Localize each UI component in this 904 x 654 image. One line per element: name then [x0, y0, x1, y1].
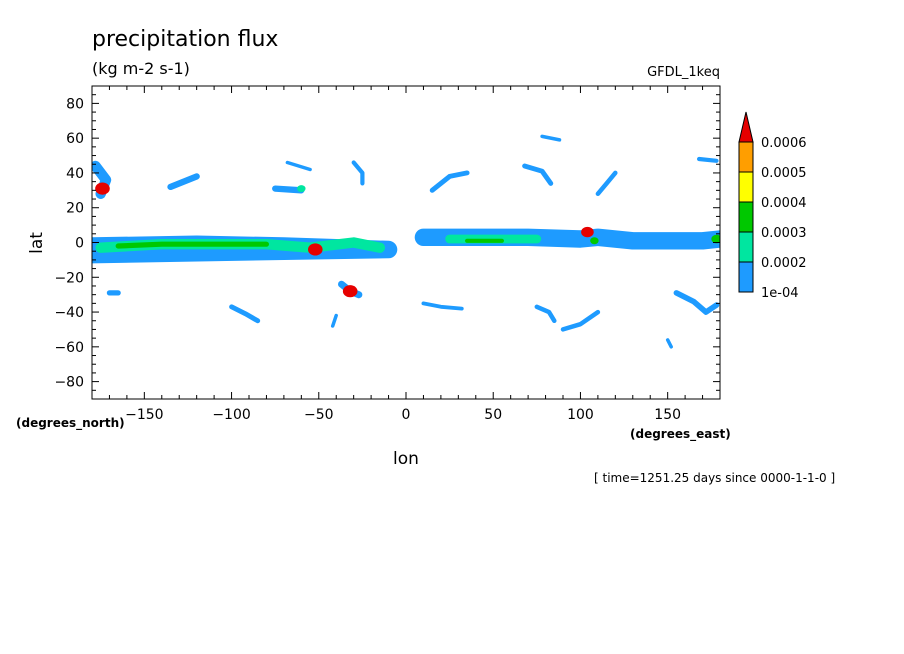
x-tick-label: −150 [125, 407, 163, 423]
precip-feature-23 [673, 290, 720, 315]
precip-feature-19 [330, 313, 338, 328]
y-axis-label: lat [27, 232, 47, 254]
precip-maximum-31 [711, 234, 720, 244]
colorbar-label: 0.0003 [761, 226, 807, 241]
model-label: GFDL_1keq [647, 65, 720, 80]
x-tick-label: 0 [402, 407, 411, 423]
precip-feature-2 [115, 241, 269, 249]
precip-feature-14 [697, 156, 719, 163]
colorbar-extend-arrow [738, 111, 754, 143]
precip-feature-12 [522, 163, 554, 186]
colorbar-swatch [738, 201, 754, 233]
y-tick-label: −60 [54, 340, 84, 356]
x-tick-label: −100 [212, 407, 250, 423]
precip-feature-10 [351, 160, 365, 186]
precip-maximum-27 [342, 285, 358, 298]
precip-maximum-26 [307, 243, 323, 256]
precip-maximum-25 [95, 182, 110, 195]
precip-feature-13 [595, 170, 618, 197]
colorbar-swatch [738, 141, 754, 173]
precip-feature-21 [534, 304, 557, 324]
precipitation-field [92, 134, 720, 349]
precip-feature-8 [272, 185, 305, 194]
chart-title: precipitation flux [92, 27, 278, 52]
precip-feature-17 [229, 304, 261, 324]
x-axis-label: lon [393, 449, 419, 469]
precip-feature-22 [560, 309, 601, 332]
y-tick-label: 60 [66, 131, 84, 147]
y-tick-label: 80 [66, 96, 84, 112]
x-unit-label: (degrees_east) [630, 427, 731, 442]
precip-feature-9 [285, 160, 312, 172]
y-tick-label: −20 [54, 270, 84, 286]
axis-ticks: −150 −100 −50 0 50 100 150 80 60 40 20 0 −20 −40 −60 −8… [54, 85, 721, 423]
colorbar: 1e-04 0.0002 0.0003 0.0004 0.0005 0.0006 [738, 111, 807, 301]
chart-subtitle: (kg m-2 s-1) [92, 59, 190, 78]
x-tick-label: 100 [567, 407, 594, 423]
time-label: [ time=1251.25 days since 0000-1-1-0 ] [594, 471, 835, 485]
y-tick-label: −40 [54, 305, 84, 321]
precip-feature-15 [540, 134, 562, 142]
precip-maximum-28 [581, 226, 594, 238]
precip-feature-20 [421, 301, 464, 311]
colorbar-swatch [738, 171, 754, 203]
y-tick-label: 20 [66, 201, 84, 217]
precip-feature-11 [429, 170, 470, 193]
colorbar-swatch [738, 231, 754, 263]
colorbar-label: 1e-04 [761, 286, 799, 301]
colorbar-label: 0.0004 [761, 196, 807, 211]
precip-maximum-29 [590, 237, 599, 245]
y-tick-label: 40 [66, 166, 84, 182]
x-tick-label: 50 [484, 407, 502, 423]
x-tick-label: 150 [654, 407, 681, 423]
precip-feature-24 [665, 338, 673, 349]
colorbar-label: 0.0005 [761, 166, 807, 181]
y-tick-label: 0 [75, 236, 84, 252]
colorbar-swatch [738, 261, 754, 293]
precip-maximum-30 [297, 185, 306, 193]
colorbar-label: 0.0002 [761, 256, 807, 271]
precip-feature-7 [167, 173, 200, 191]
y-unit-label: (degrees_north) [16, 416, 125, 431]
y-tick-label: −80 [54, 375, 84, 391]
colorbar-label: 0.0006 [761, 136, 807, 151]
x-tick-label: −50 [304, 407, 334, 423]
